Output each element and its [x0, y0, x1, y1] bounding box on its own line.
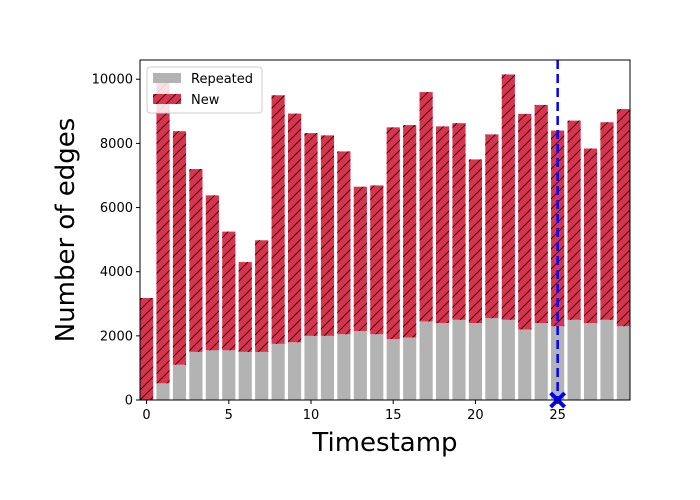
legend-label-repeated: Repeated: [191, 72, 253, 87]
bar-repeated-19: [452, 319, 466, 400]
x-axis-title: Timestamp: [311, 428, 457, 458]
bar-repeated-4: [205, 350, 219, 400]
bar-repeated-9: [287, 342, 302, 400]
bar-new-hatch-10: [304, 133, 318, 336]
bar-repeated-8: [271, 343, 285, 400]
bar-repeated-22: [501, 319, 515, 400]
legend-swatch-hatch-new: [153, 94, 181, 104]
legend-swatch-repeated: [153, 73, 181, 83]
bar-new-hatch-8: [271, 95, 285, 344]
x-tick-label-20: 20: [467, 408, 484, 423]
bar-new-hatch-12: [337, 151, 351, 335]
bar-new-hatch-0: [140, 298, 154, 400]
bar-repeated-6: [238, 351, 252, 400]
bar-new-hatch-22: [501, 74, 515, 320]
bar-new-hatch-1: [156, 76, 170, 384]
bar-repeated-23: [518, 329, 532, 400]
bar-new-hatch-2: [172, 131, 187, 365]
bar-new-hatch-16: [403, 125, 417, 338]
bar-new-hatch-11: [320, 135, 335, 336]
x-tick-label-0: 0: [142, 408, 150, 423]
bar-repeated-11: [320, 335, 335, 400]
y-axis-title: Number of edges: [51, 118, 81, 343]
bar-repeated-7: [255, 351, 269, 400]
y-tick-label-4000: 4000: [100, 265, 133, 280]
legend-label-new: New: [191, 93, 220, 108]
bar-new-hatch-17: [419, 92, 433, 322]
bar-repeated-17: [419, 321, 433, 400]
bar-new-hatch-28: [600, 122, 614, 320]
bar-repeated-10: [304, 335, 318, 400]
bar-new-hatch-15: [386, 127, 400, 340]
x-tick-label-25: 25: [549, 408, 566, 423]
bar-repeated-5: [222, 350, 236, 400]
bar-new-hatch-24: [534, 104, 548, 324]
x-tick-label-10: 10: [303, 408, 320, 423]
bar-repeated-13: [353, 331, 367, 400]
y-tick-label-0: 0: [125, 394, 133, 409]
bar-new-hatch-23: [518, 113, 532, 330]
bar-repeated-3: [189, 351, 203, 400]
bar-repeated-18: [435, 323, 450, 400]
y-tick-label-8000: 8000: [100, 137, 133, 152]
bar-new-hatch-20: [468, 159, 483, 324]
bar-repeated-16: [403, 337, 417, 400]
bar-new-hatch-5: [222, 231, 236, 351]
bar-new-hatch-9: [287, 113, 302, 343]
bar-new-hatch-21: [485, 134, 499, 319]
bar-repeated-21: [485, 318, 499, 400]
legend: Repeated New: [146, 66, 263, 114]
bar-repeated-14: [370, 334, 384, 400]
x-tick-label-15: 15: [385, 408, 402, 423]
bar-repeated-1: [156, 383, 170, 400]
bar-new-hatch-13: [353, 186, 367, 332]
bar-repeated-15: [386, 339, 400, 400]
bar-new-hatch-4: [205, 195, 219, 351]
bar-repeated-24: [534, 323, 548, 400]
bar-new-hatch-19: [452, 123, 466, 320]
y-tick-label-2000: 2000: [100, 329, 133, 344]
x-tick-label-5: 5: [225, 408, 233, 423]
bar-repeated-12: [337, 334, 351, 400]
bar-repeated-26: [567, 319, 581, 400]
y-tick-label-10000: 10000: [92, 73, 133, 88]
plot-frame: [139, 59, 631, 401]
bar-new-hatch-14: [370, 185, 384, 335]
bar-new-hatch-27: [583, 148, 598, 324]
bar-new-hatch-7: [255, 240, 269, 352]
bar-repeated-29: [616, 326, 630, 400]
bar-repeated-25: [551, 326, 565, 400]
y-tick-label-6000: 6000: [100, 201, 133, 216]
bar-new-hatch-29: [616, 109, 630, 327]
bar-new-hatch-26: [567, 120, 581, 320]
ticks-group: 0 5 10 15 20 25 0 2000 4000 6000 8000 10000: [92, 73, 566, 423]
bar-new-hatch-3: [189, 169, 203, 352]
bar-new-hatch-6: [238, 262, 252, 352]
bar-repeated-27: [583, 323, 598, 400]
bar-repeated-20: [468, 323, 483, 400]
bar-repeated-2: [172, 364, 187, 400]
bar-new-hatch-18: [435, 126, 450, 324]
bars-group: [140, 74, 630, 400]
bar-repeated-28: [600, 319, 614, 400]
